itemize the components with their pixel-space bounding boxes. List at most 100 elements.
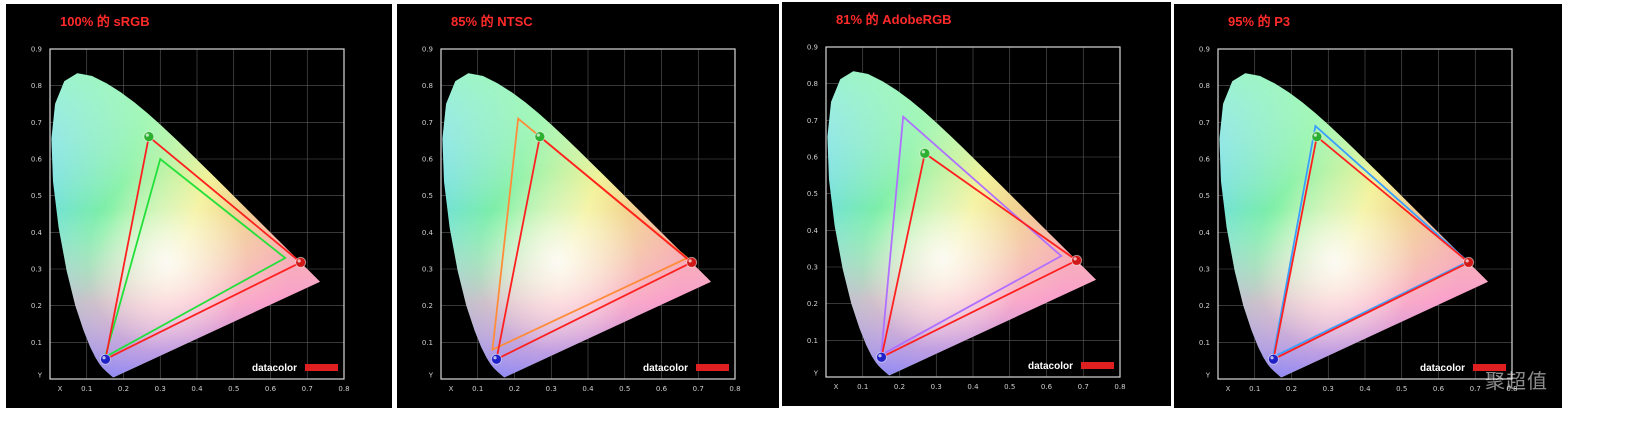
x-tick-label: 0.8 [1506,385,1517,393]
reference-gamut-triangle [103,157,287,359]
primary-highlight [493,356,497,360]
x-tick-label: X [58,385,63,393]
y-tick-label: 0.9 [422,46,433,54]
y-tick-label: 0.5 [422,192,433,200]
primary-blue-point [490,353,502,365]
x-tick-label: 0.3 [155,385,166,393]
white-point-glow [442,73,712,378]
y-tick-label: 0.3 [31,266,42,274]
y-tick-label: 0.5 [807,190,818,198]
watermark: 聚超值 [1485,369,1548,393]
chromaticity-diagram: X 0.1 0.2 0.3 0.4 0.5 0.6 0.7 0.8 Y 0.1 0.2 0.3 0.4 0.… [807,12,1126,391]
y-tick-label: 0.4 [422,229,434,237]
x-tick-label: 0.7 [693,385,704,393]
y-tick-label: 0.3 [422,266,433,274]
x-tick-label: 0.8 [1114,383,1125,391]
y-tick-label: 0.5 [1199,192,1210,200]
y-tick-label: 0.2 [1199,302,1210,310]
y-tick-label: 0.2 [422,302,433,310]
chromaticity-diagram: X 0.1 0.2 0.3 0.4 0.5 0.6 0.7 0.8 Y 0.1 0.2 0.3 0.4 0.… [1199,14,1518,393]
primary-green-point [1311,131,1323,143]
primary-blue-point [99,353,111,365]
y-tick-label: 0.6 [31,156,43,164]
datacolor-logo: datacolor [1028,361,1073,372]
y-tick-label: 0.6 [807,154,819,162]
x-tick-label: 0.8 [338,385,349,393]
x-tick-label: 0.3 [931,383,942,391]
x-tick-label: 0.6 [656,385,668,393]
primary-highlight [688,259,692,263]
y-tick-label: 0.4 [1199,229,1211,237]
primary-highlight [1313,133,1317,137]
datacolor-logo-bar [1081,362,1114,369]
x-tick-label: 0.7 [1470,385,1481,393]
primary-highlight [1073,257,1077,261]
chart-title: 85% 的 NTSC [451,14,533,29]
y-tick-label: 0.3 [807,264,818,272]
chart-title: 81% 的 AdobeRGB [836,12,952,27]
plot-frame [1217,48,1513,380]
primary-highlight [878,354,882,358]
y-tick-label: 0.4 [807,227,819,235]
y-tick-label: 0.7 [31,119,42,127]
y-tick-label: Y [428,372,434,380]
datacolor-logo: datacolor [643,363,688,374]
chart-title: 95% 的 P3 [1228,14,1290,29]
x-tick-label: 0.2 [509,385,520,393]
y-tick-label: 0.2 [807,300,818,308]
x-tick-label: X [1226,385,1231,393]
x-tick-label: 0.6 [265,385,277,393]
y-tick-label: 0.1 [1199,339,1210,347]
y-tick-label: 0.6 [1199,156,1211,164]
y-tick-label: 0.7 [1199,119,1210,127]
primary-highlight [102,356,106,360]
x-tick-label: 0.4 [582,385,594,393]
x-tick-label: 0.5 [1004,383,1015,391]
x-tick-label: 0.4 [967,383,979,391]
x-tick-label: 0.4 [1359,385,1371,393]
y-tick-label: 0.1 [807,337,818,345]
x-tick-label: 0.2 [118,385,129,393]
primary-red-point [1463,256,1475,268]
datacolor-logo: datacolor [1420,363,1465,374]
y-tick-label: 0.8 [1199,82,1210,90]
y-tick-label: 0.9 [807,44,818,52]
x-tick-label: 0.5 [619,385,630,393]
y-tick-label: 0.4 [31,229,43,237]
x-tick-label: 0.3 [546,385,557,393]
y-tick-label: 0.8 [807,80,818,88]
reference-gamut-triangle [880,114,1063,357]
measured-gamut-triangle [495,134,694,361]
y-tick-label: 0.9 [31,46,42,54]
y-tick-label: 0.7 [422,119,433,127]
primary-red-point [1071,254,1083,266]
y-tick-label: Y [813,370,819,378]
x-tick-label: 0.1 [472,385,483,393]
y-tick-label: 0.9 [1199,46,1210,54]
white-point-glow [51,73,321,378]
chart-panel-adobergb: X 0.1 0.2 0.3 0.4 0.5 0.6 0.7 0.8 Y 0.1 0.2 0.3 0.4 0.… [782,2,1171,406]
datacolor-logo-bar [696,364,729,371]
y-tick-label: 0.2 [31,302,42,310]
datacolor-logo-bar [1473,364,1506,371]
white-point-glow [827,71,1097,376]
x-tick-label: 0.2 [1286,385,1297,393]
chart-panel-ntsc: X 0.1 0.2 0.3 0.4 0.5 0.6 0.7 0.8 Y 0.1 0.2 0.3 0.4 0.… [397,4,779,408]
datacolor-logo-bar [305,364,338,371]
primary-highlight [921,150,925,154]
x-tick-label: 0.5 [228,385,239,393]
chart-panel-srgb: X 0.1 0.2 0.3 0.4 0.5 0.6 0.7 0.8 Y 0.1 0.2 0.3 0.4 0.… [6,4,392,408]
chart-title: 100% 的 sRGB [60,14,150,29]
primary-highlight [536,133,540,137]
x-tick-label: 0.4 [191,385,203,393]
x-tick-label: 0.8 [729,385,740,393]
reference-gamut-triangle [1271,124,1470,359]
x-tick-label: 0.7 [1078,383,1089,391]
y-tick-label: 0.6 [422,156,434,164]
measured-gamut-triangle [104,134,303,361]
plot-frame [825,46,1121,378]
chromaticity-diagram: X 0.1 0.2 0.3 0.4 0.5 0.6 0.7 0.8 Y 0.1 0.2 0.3 0.4 0.… [31,14,350,393]
primary-red-point [686,256,698,268]
y-tick-label: 0.1 [422,339,433,347]
primary-highlight [1270,356,1274,360]
